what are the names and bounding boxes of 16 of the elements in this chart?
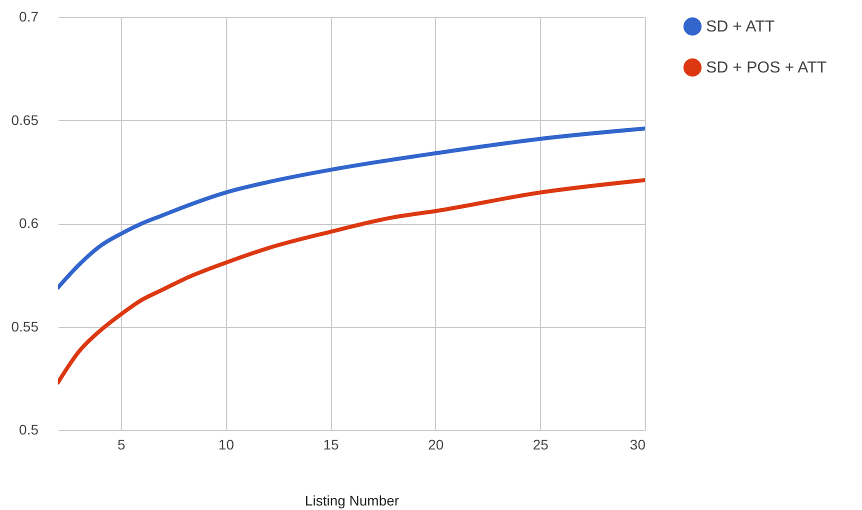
x-tick-label: 20 bbox=[428, 436, 444, 452]
legend-label: SD + ATT bbox=[706, 18, 775, 36]
y-tick-label: 0.5 bbox=[19, 422, 39, 438]
line-series bbox=[58, 126, 645, 290]
line-series bbox=[58, 178, 645, 385]
y-tick-label: 0.55 bbox=[11, 318, 39, 334]
x-tick-label: 30 bbox=[630, 436, 646, 452]
x-tick-label: 15 bbox=[323, 436, 340, 452]
x-tick-label: 5 bbox=[117, 436, 126, 452]
x-axis-title: Listing Number bbox=[304, 492, 400, 508]
x-tick-label: 10 bbox=[218, 436, 234, 452]
y-tick-label: 0.6 bbox=[19, 215, 39, 231]
legend-label: SD + POS + ATT bbox=[706, 60, 827, 76]
x-tick-label: 25 bbox=[532, 436, 549, 452]
y-tick-label: 0.7 bbox=[19, 8, 39, 24]
y-tick-label: 0.65 bbox=[11, 112, 39, 128]
